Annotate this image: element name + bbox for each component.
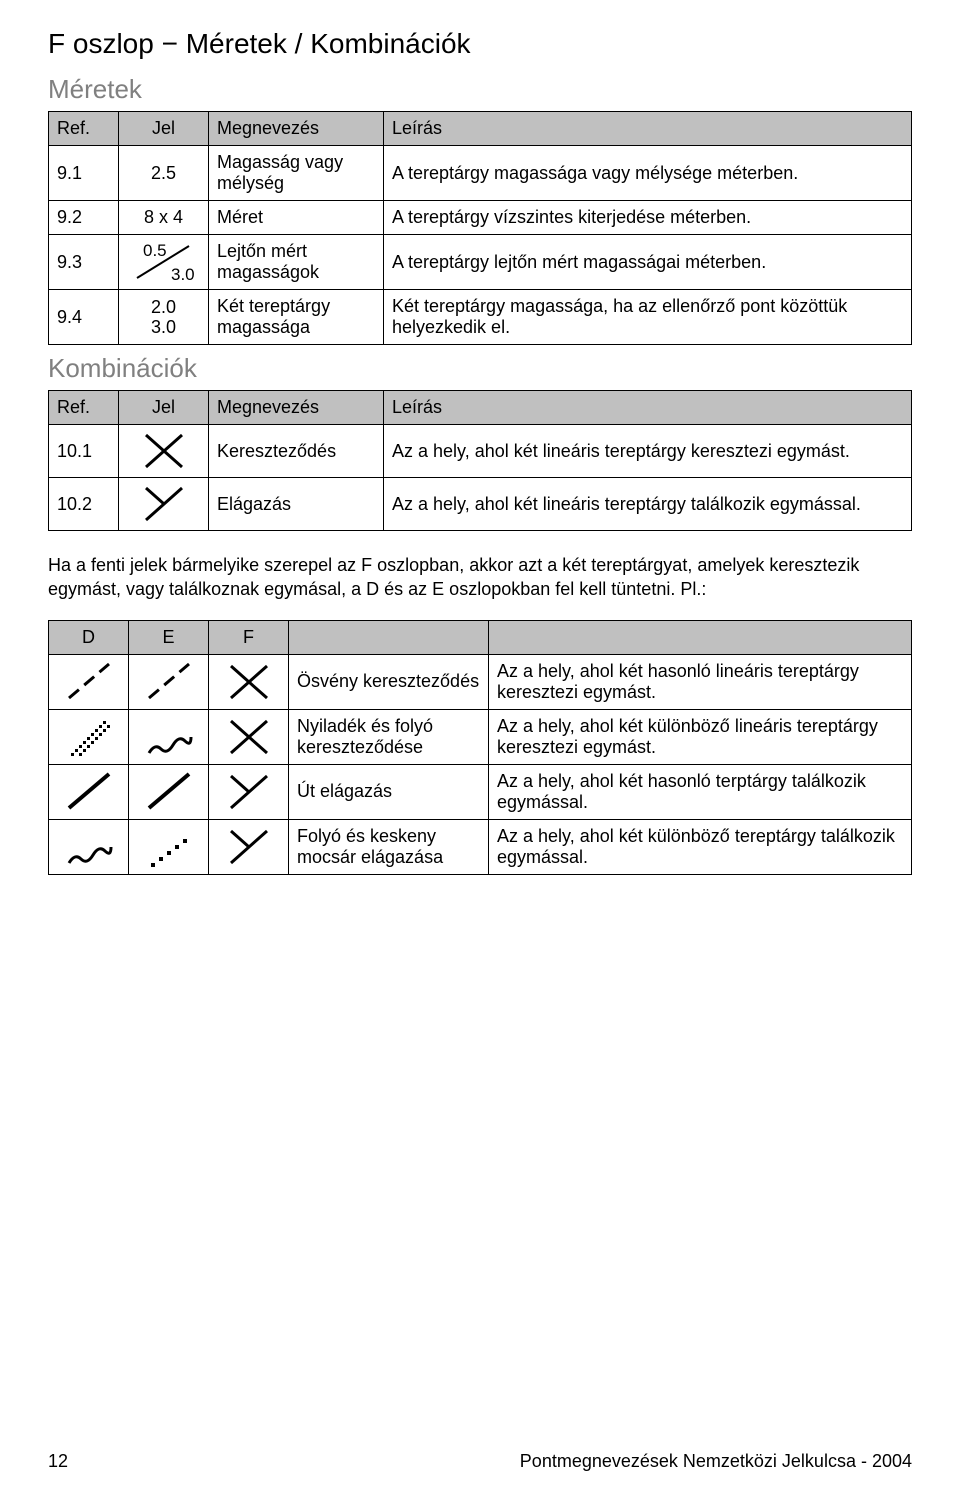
table-row: Folyó és keskeny mocsár elágazása Az a h…	[49, 819, 912, 874]
cell-jel: 8 x 4	[119, 201, 209, 235]
cross-icon	[209, 709, 289, 764]
path-icon	[129, 654, 209, 709]
cell-ref: 10.2	[49, 478, 119, 531]
junction-icon	[209, 764, 289, 819]
cross-icon	[119, 425, 209, 478]
cell-jel: 2.5	[119, 146, 209, 201]
cell-name: Kereszteződés	[209, 425, 384, 478]
cell-desc: A tereptárgy vízszintes kiterjedése méte…	[384, 201, 912, 235]
table-row: 9.4 2.0 3.0 Két tereptárgy magassága Két…	[49, 290, 912, 345]
cell-desc: A tereptárgy magassága vagy mélysége mét…	[384, 146, 912, 201]
cell-desc: Az a hely, ahol két hasonló terptárgy ta…	[489, 764, 912, 819]
section-meretek-title: Méretek	[48, 74, 912, 105]
col-name: Megnevezés	[209, 391, 384, 425]
cell-ref: 9.1	[49, 146, 119, 201]
footer-text: Pontmegnevezések Nemzetközi Jelkulcsa - …	[520, 1451, 912, 1472]
cell-jel-stacked: 2.0 3.0	[119, 290, 209, 345]
table-row: 9.2 8 x 4 Méret A tereptárgy vízszintes …	[49, 201, 912, 235]
col-jel: Jel	[119, 391, 209, 425]
cell-ref: 10.1	[49, 425, 119, 478]
stream-icon	[129, 709, 209, 764]
note-paragraph: Ha a fenti jelek bármelyike szerepel az …	[48, 553, 912, 602]
cross-icon	[209, 654, 289, 709]
col-name: Megnevezés	[209, 112, 384, 146]
col-ref: Ref.	[49, 391, 119, 425]
cell-ref: 9.3	[49, 235, 119, 290]
col-e: E	[129, 620, 209, 654]
cell-desc: Az a hely, ahol két különböző lineáris t…	[489, 709, 912, 764]
road-icon	[129, 764, 209, 819]
table-row: Ösvény kereszteződés Az a hely, ahol két…	[49, 654, 912, 709]
col-f: F	[209, 620, 289, 654]
svg-text:3.0: 3.0	[171, 265, 195, 284]
junction-icon	[119, 478, 209, 531]
narrow-marsh-icon	[129, 819, 209, 874]
col-desc2	[489, 620, 912, 654]
svg-text:0.5: 0.5	[143, 241, 167, 260]
table-row: 9.1 2.5 Magasság vagy mélység A tereptár…	[49, 146, 912, 201]
meretek-table: Ref. Jel Megnevezés Leírás 9.1 2.5 Magas…	[48, 111, 912, 345]
table-header-row: Ref. Jel Megnevezés Leírás	[49, 112, 912, 146]
col-desc: Leírás	[384, 391, 912, 425]
stacked-top: 2.0	[151, 298, 176, 316]
cell-name: Nyiladék és folyó kereszteződése	[289, 709, 489, 764]
examples-table: D E F Ösvény kereszteződés Az a hely, ah…	[48, 620, 912, 875]
stream-icon	[49, 819, 129, 874]
cell-desc: Az a hely, ahol két hasonló lineáris ter…	[489, 654, 912, 709]
cell-desc: Az a hely, ahol két lineáris tereptárgy …	[384, 425, 912, 478]
page-title: F oszlop − Méretek / Kombinációk	[48, 28, 912, 60]
kombinaciok-table: Ref. Jel Megnevezés Leírás 10.1 Kereszte…	[48, 390, 912, 531]
table-row: Nyiladék és folyó kereszteződése Az a he…	[49, 709, 912, 764]
footer-page-number: 12	[48, 1451, 68, 1472]
table-row: 9.3 0.5 3.0 Lejtőn mért magasságok A ter…	[49, 235, 912, 290]
table-row: Út elágazás Az a hely, ahol két hasonló …	[49, 764, 912, 819]
cell-name: Folyó és keskeny mocsár elágazása	[289, 819, 489, 874]
cell-desc: Két tereptárgy magassága, ha az ellenőrz…	[384, 290, 912, 345]
table-header-row: Ref. Jel Megnevezés Leírás	[49, 391, 912, 425]
table-header-row: D E F	[49, 620, 912, 654]
slope-icon: 0.5 3.0	[129, 240, 199, 284]
cell-ref: 9.2	[49, 201, 119, 235]
cell-name: Lejtőn mért magasságok	[209, 235, 384, 290]
cell-name: Elágazás	[209, 478, 384, 531]
cell-desc: A tereptárgy lejtőn mért magasságai méte…	[384, 235, 912, 290]
table-row: 10.1 Kereszteződés Az a hely, ahol két l…	[49, 425, 912, 478]
path-icon	[49, 654, 129, 709]
cell-name: Út elágazás	[289, 764, 489, 819]
cell-name: Két tereptárgy magassága	[209, 290, 384, 345]
cell-jel-slope: 0.5 3.0	[119, 235, 209, 290]
road-icon	[49, 764, 129, 819]
junction-icon	[209, 819, 289, 874]
cell-ref: 9.4	[49, 290, 119, 345]
col-jel: Jel	[119, 112, 209, 146]
cell-name: Magasság vagy mélység	[209, 146, 384, 201]
cell-name: Méret	[209, 201, 384, 235]
section-kombinaciok-title: Kombinációk	[48, 353, 912, 384]
stacked-bot: 3.0	[151, 318, 176, 336]
table-row: 10.2 Elágazás Az a hely, ahol két lineár…	[49, 478, 912, 531]
cell-name: Ösvény kereszteződés	[289, 654, 489, 709]
col-ref: Ref.	[49, 112, 119, 146]
page-footer: 12 Pontmegnevezések Nemzetközi Jelkulcsa…	[48, 1451, 912, 1472]
ride-icon	[49, 709, 129, 764]
col-d: D	[49, 620, 129, 654]
cell-desc: Az a hely, ahol két különböző tereptárgy…	[489, 819, 912, 874]
col-desc: Leírás	[384, 112, 912, 146]
cell-desc: Az a hely, ahol két lineáris tereptárgy …	[384, 478, 912, 531]
col-name2	[289, 620, 489, 654]
